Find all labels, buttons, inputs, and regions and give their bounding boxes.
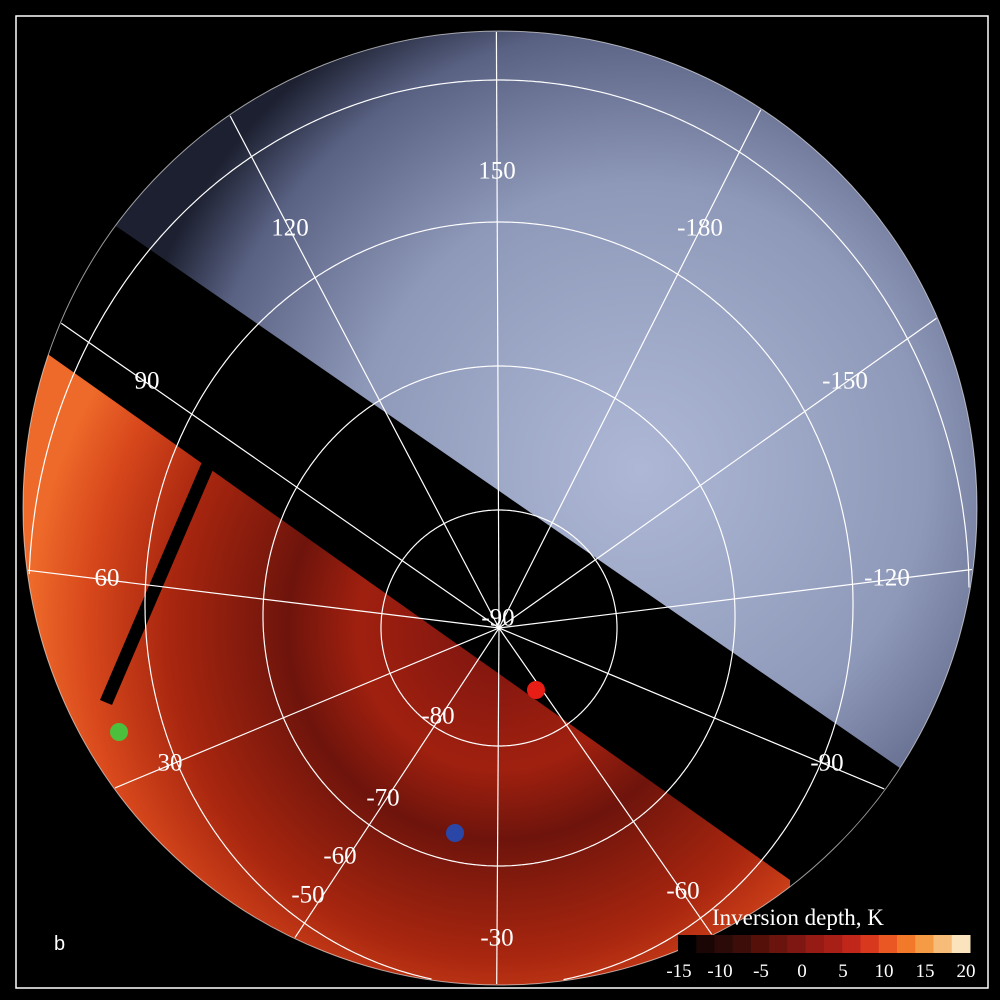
lon-label-minus120: -120 (864, 565, 910, 592)
lat-label-minus50: -50 (291, 882, 324, 909)
lon-label-minus180: -180 (677, 215, 723, 242)
colorbar-bin (897, 935, 916, 953)
meridian-line (495, 31, 500, 629)
marker-green (110, 723, 128, 741)
colorbar-tick-label: 5 (838, 961, 848, 982)
latitude-circle (563, 604, 854, 981)
marker-blue (446, 824, 464, 842)
uv-image-region (23, 31, 977, 775)
colorbar-tick-label: -5 (753, 961, 769, 982)
lon-label-minus60: -60 (666, 878, 699, 905)
meridian-line (498, 627, 713, 935)
colorbar-bin (787, 935, 807, 953)
inversion-depth-region (23, 345, 790, 985)
colorbar-tick-label: -10 (707, 961, 732, 982)
colorbar: Inversion depth, K -15 -10 -5 0 5 10 15 20 (666, 905, 975, 982)
meridian-line (496, 627, 500, 985)
colorbar-bin (805, 935, 825, 953)
colorbar-tick-label: 10 (875, 961, 894, 982)
disk-outline (22, 30, 978, 986)
panel-label: b (54, 933, 65, 955)
lat-label-minus90: -90 (481, 605, 514, 632)
latitude-circle (380, 509, 618, 747)
colorbar-tick-label: 15 (916, 961, 935, 982)
lon-label-90: 90 (135, 368, 160, 395)
colorbar-bin (751, 935, 770, 953)
meridian-line (498, 627, 885, 790)
lon-label-120: 120 (271, 215, 309, 242)
lat-label-minus60: -60 (323, 843, 356, 870)
lat-label-minus80: -80 (421, 703, 454, 730)
lon-label-30: 30 (158, 750, 183, 777)
meridian-line (60, 322, 500, 629)
meridian-line (294, 627, 500, 938)
latitude-circle (262, 365, 736, 867)
meridian-line (498, 109, 762, 629)
colorbar-tick-label: 0 (797, 961, 807, 982)
meridian-line (114, 627, 500, 789)
colorbar-bin (824, 935, 843, 953)
colorbar-bin (951, 935, 971, 953)
meridian-line (28, 569, 500, 629)
colorbar-tick-label: 20 (957, 961, 976, 982)
colorbar-tick-label: -15 (666, 961, 691, 982)
meridian-line (498, 317, 937, 629)
meridian-line (498, 568, 973, 629)
lat-label-minus70: -70 (366, 785, 399, 812)
data-gap-stripe (100, 455, 218, 705)
colorbar-bin (842, 935, 861, 953)
lon-label-60: 60 (95, 565, 120, 592)
colorbar-bin (696, 935, 715, 953)
latitude-circle (144, 221, 854, 980)
colorbar-bin (732, 935, 752, 953)
grid-labels: 150 120 -180 90 -150 60 -120 30 -90 -60 … (95, 158, 910, 952)
colorbar-bin (714, 935, 734, 953)
lon-label-minus90: -90 (810, 750, 843, 777)
coordinate-grid (28, 31, 973, 985)
marker-red (527, 681, 545, 699)
colorbar-bin (769, 935, 788, 953)
frame (15, 15, 989, 989)
colorbar-bin (678, 935, 697, 953)
colorbar-title: Inversion depth, K (712, 905, 884, 930)
colorbar-bin (878, 935, 898, 953)
colorbar-bin (915, 935, 934, 953)
meridian-line (229, 115, 500, 629)
lon-label-minus150: -150 (822, 368, 868, 395)
colorbar-bin (933, 935, 953, 953)
lon-label-150: 150 (478, 158, 516, 185)
colorbar-bin (860, 935, 880, 953)
latitude-circle (28, 79, 970, 588)
lon-label-minus30: -30 (480, 925, 513, 952)
